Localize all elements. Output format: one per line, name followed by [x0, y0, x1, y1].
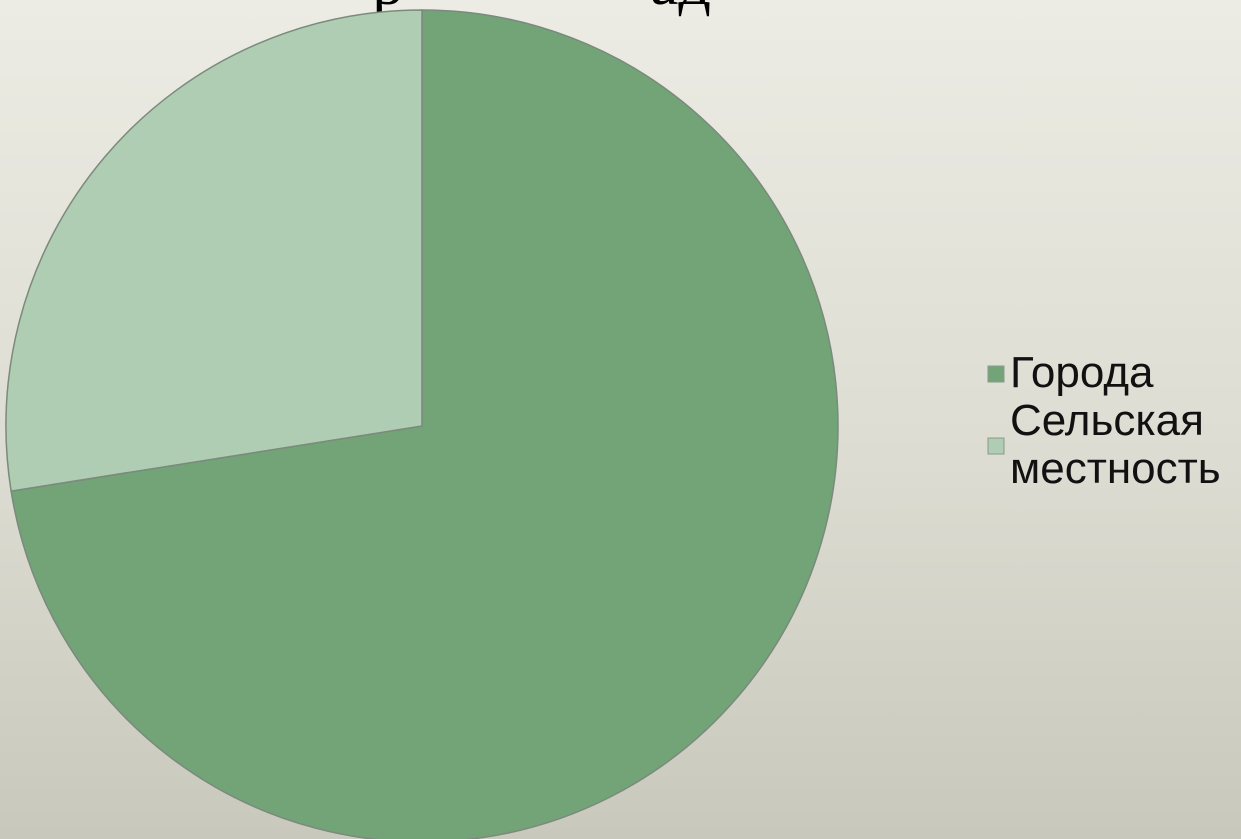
pie-slices	[5, 9, 839, 839]
svg-text:ад: ад	[650, 0, 711, 18]
pie-slice-2	[5, 9, 423, 492]
legend-item-1: Города	[987, 348, 1154, 397]
legend-swatch	[987, 437, 1005, 455]
legend-label: местность	[1010, 444, 1221, 493]
legend-label: Города	[1010, 348, 1154, 397]
legend-label: Сельская	[1010, 396, 1204, 445]
legend-swatch	[987, 365, 1005, 383]
pie-slice-1	[10, 9, 839, 839]
